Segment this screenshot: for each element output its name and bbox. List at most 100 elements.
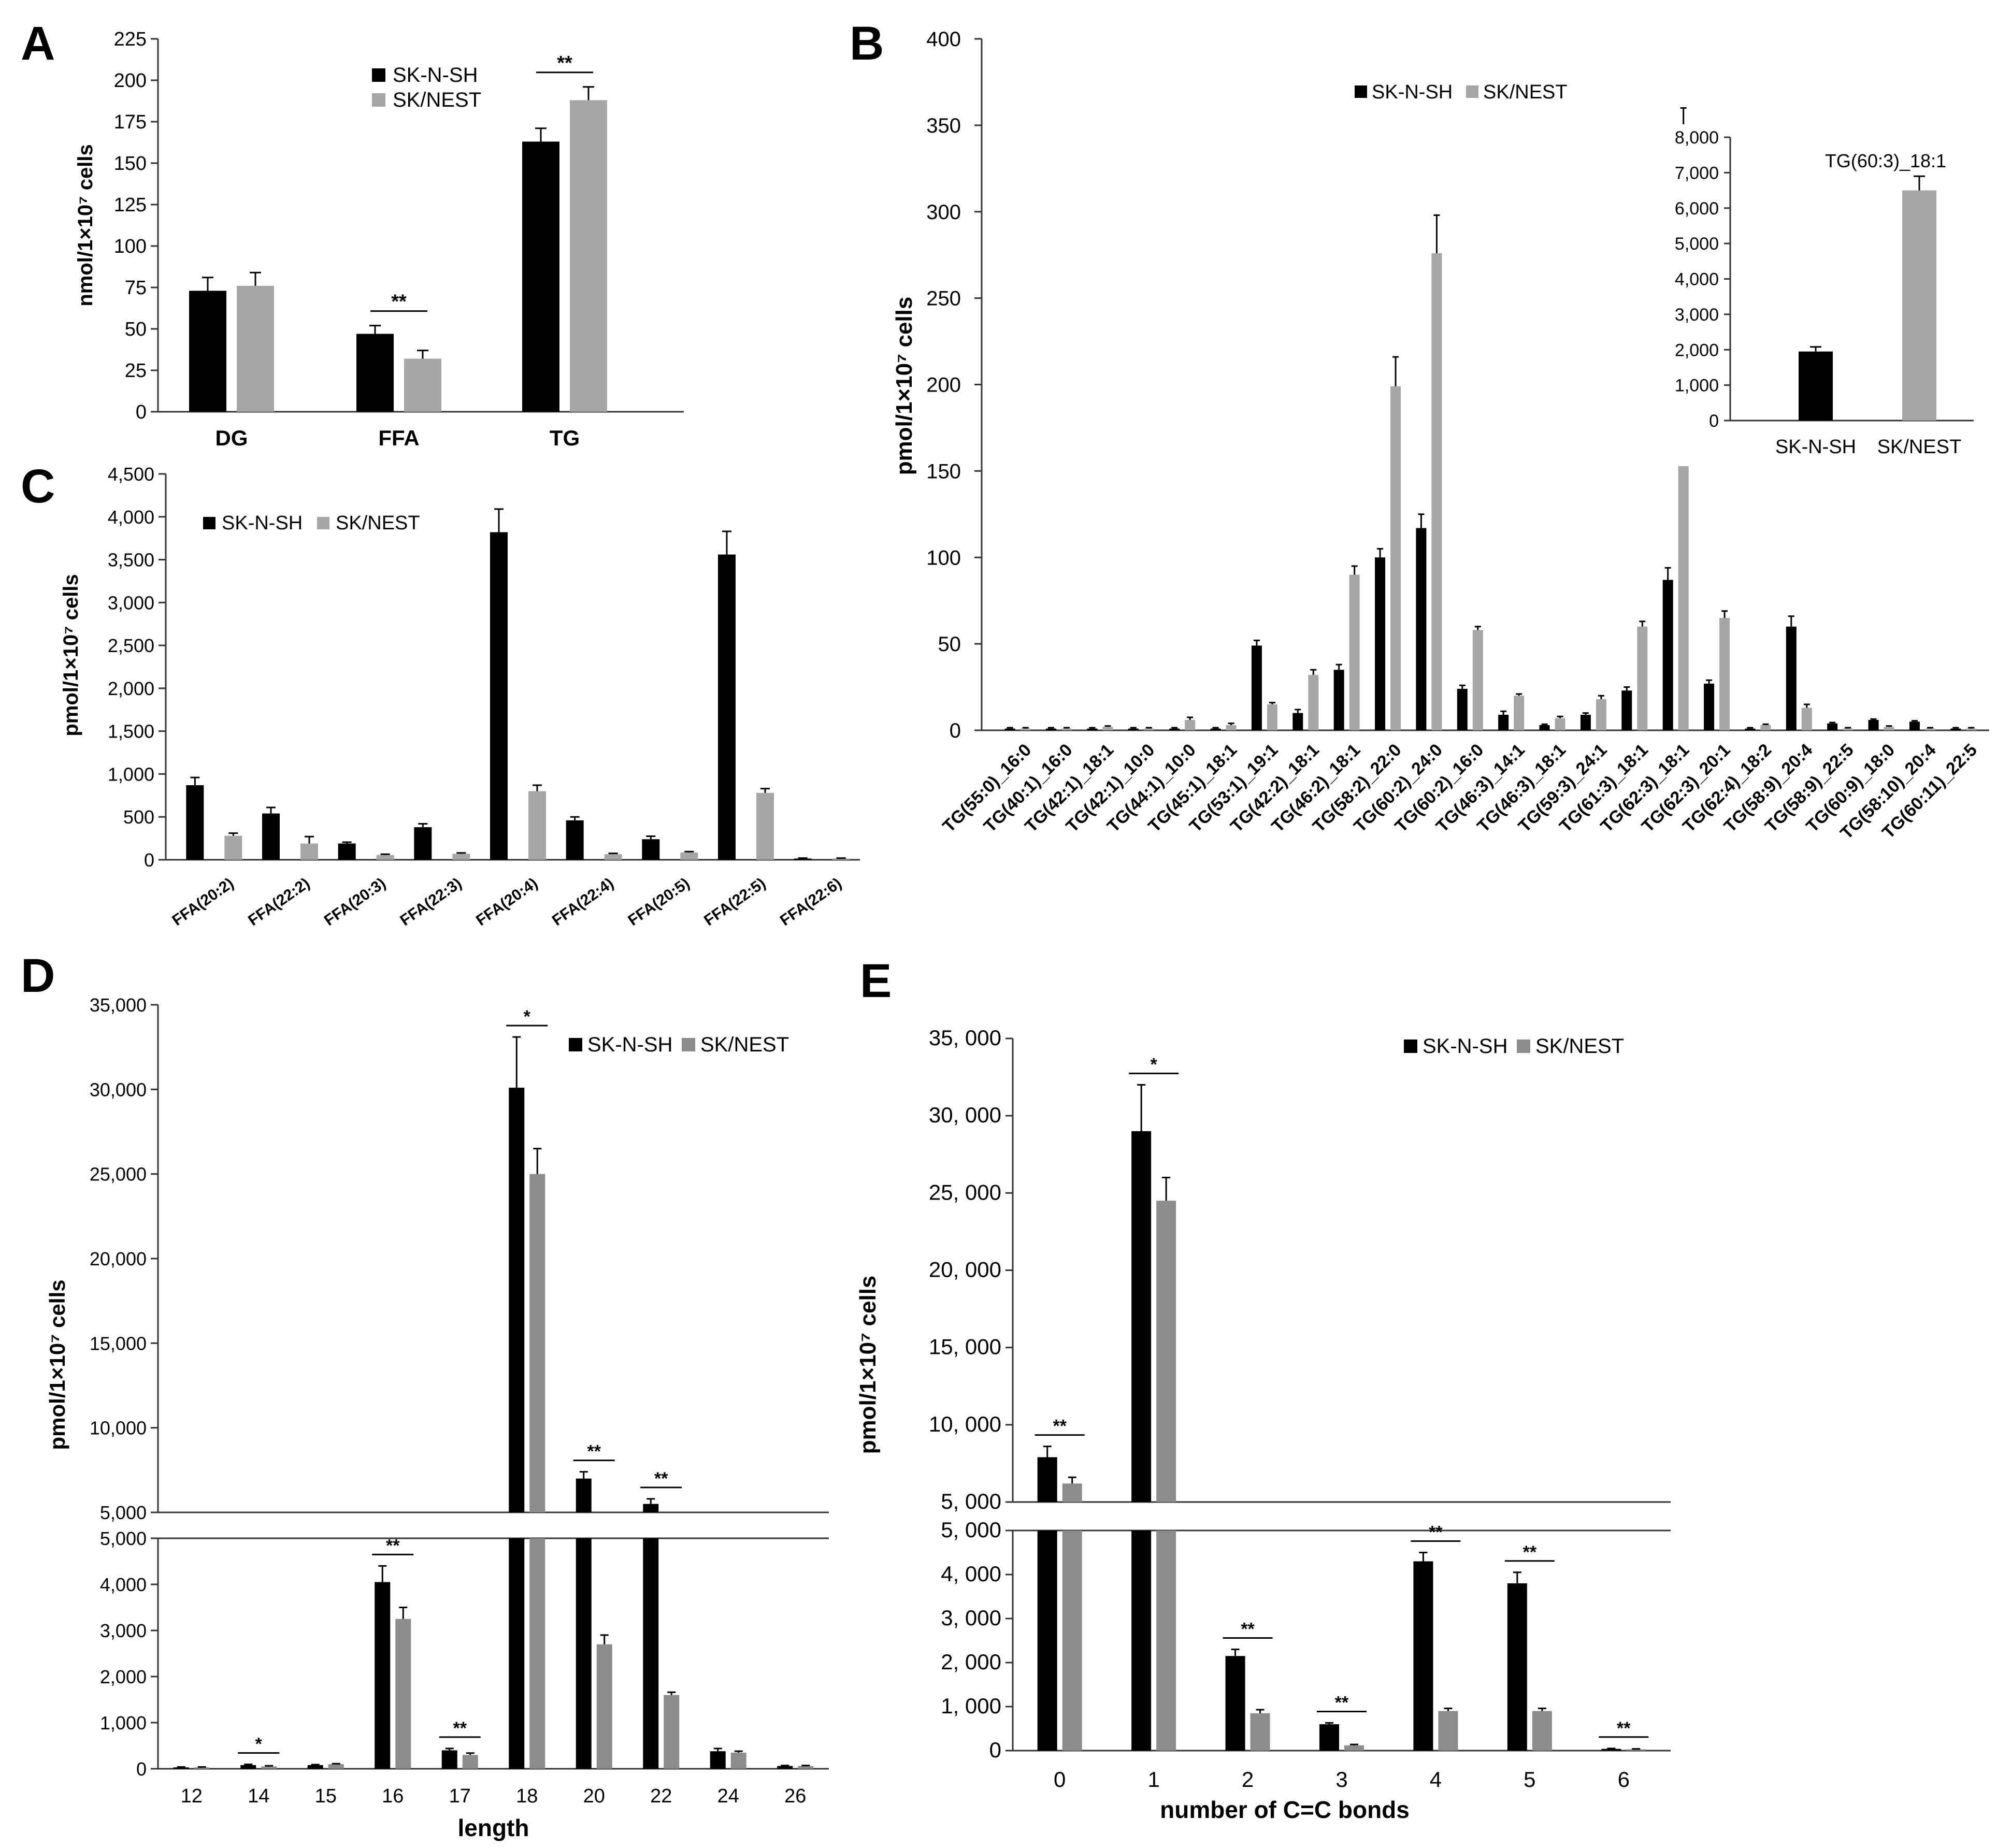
bar-sk-n-sh [189, 291, 226, 412]
x-tick-label: 6 [1618, 1767, 1630, 1792]
x-tick-label: 14 [248, 1785, 269, 1807]
bar-sk-nest [680, 852, 698, 860]
y-axis-label: pmol/1×10⁷ cells [60, 574, 82, 736]
y-axis-label: pmol/1×10⁷ cells [45, 1279, 69, 1450]
bar-sk-n-sh [414, 827, 432, 860]
bar-sk-n-sh [490, 532, 508, 860]
x-tick-label: FFA(22:3) [397, 875, 465, 929]
y-tick-label: 0 [1709, 411, 1719, 431]
legend-swatch-sk-n-sh [1355, 85, 1367, 98]
legend-label-sk-n-sh: SK-N-SH [587, 1033, 672, 1056]
bar-sk-nest [570, 100, 607, 412]
y-axis-label: nmol/1×10⁷ cells [74, 144, 97, 306]
y-tick-label: 5,000 [1675, 234, 1719, 254]
y-tick-label: 0 [144, 849, 154, 871]
bar-sk-n-sh [1375, 557, 1386, 730]
x-tick-label: 0 [1054, 1767, 1066, 1792]
y-tick-label: 15,000 [90, 1333, 147, 1354]
x-tick-label: 22 [650, 1785, 672, 1807]
significance-label: ** [1617, 1719, 1631, 1738]
x-tick-label: FFA(20:3) [321, 875, 389, 929]
bar-sk-nest [1143, 728, 1154, 730]
bar-sk-n-sh [1131, 1531, 1152, 1751]
legend-swatch-sk-nest [1517, 1040, 1530, 1053]
y-tick-label: 6,000 [1675, 199, 1719, 219]
y-tick-label: 15, 000 [929, 1335, 1001, 1359]
bar-sk-nest [1902, 190, 1936, 421]
y-tick-label: 30, 000 [929, 1103, 1001, 1127]
bar-sk-n-sh-upper [576, 1478, 592, 1512]
bar-sk-n-sh [566, 820, 584, 860]
bar-sk-n-sh [1745, 728, 1756, 730]
y-tick-label: 20,000 [90, 1248, 147, 1269]
y-tick-label: 2, 000 [941, 1650, 1001, 1674]
legend-swatch-sk-n-sh [203, 517, 215, 529]
y-tick-label: 225 [114, 28, 147, 50]
y-tick-label: 125 [114, 194, 147, 216]
bar-sk-n-sh-upper [643, 1504, 659, 1512]
bar-sk-n-sh [1799, 351, 1833, 421]
bar-sk-n-sh [441, 1750, 457, 1769]
y-tick-label: 10, 000 [929, 1412, 1001, 1436]
y-tick-label: 8,000 [1675, 128, 1719, 148]
bar-sk-n-sh [1319, 1724, 1339, 1751]
x-tick-label: 5 [1524, 1767, 1535, 1792]
bar-sk-n-sh [1292, 713, 1303, 730]
x-tick-label: 24 [717, 1785, 739, 1807]
bar-sk-nest [1061, 728, 1072, 730]
bar-sk-nest [1596, 699, 1606, 730]
bar-sk-nest [1267, 704, 1277, 730]
panel-label: D [21, 949, 55, 1002]
y-tick-label: 200 [114, 70, 147, 92]
significance-label: ** [1429, 1523, 1443, 1542]
bar-sk-n-sh [1457, 688, 1468, 730]
significance-label: ** [1053, 1417, 1067, 1436]
bar-sk-nest [328, 1764, 344, 1769]
panel-label: B [850, 17, 884, 70]
y-tick-label: 0 [136, 1758, 147, 1780]
bar-sk-n-sh [1333, 670, 1344, 730]
y-tick-label: 35,000 [90, 994, 147, 1016]
bar-sk-n-sh [240, 1765, 256, 1769]
y-tick-label: 4,000 [108, 507, 154, 528]
bar-sk-n-sh [1601, 1749, 1621, 1751]
bar-sk-nest [1250, 1713, 1270, 1751]
legend-swatch-sk-n-sh [372, 68, 385, 82]
bar-sk-nest [300, 843, 318, 860]
y-tick-label: 250 [926, 287, 961, 310]
x-tick-label: 15 [315, 1785, 337, 1807]
legend-label-sk-n-sh: SK-N-SH [222, 512, 303, 534]
bar-sk-n-sh [1210, 728, 1221, 730]
y-tick-label: 75 [125, 277, 147, 299]
significance-label: * [255, 1735, 263, 1754]
significance-label: ** [1523, 1542, 1537, 1562]
inset-title: TG(60:3)_18:1 [1825, 150, 1946, 171]
x-tick-label: 20 [583, 1785, 605, 1807]
bar-sk-nest [1532, 1711, 1552, 1751]
bar-sk-nest [756, 792, 774, 860]
bar-sk-nest [1472, 630, 1483, 730]
bar-sk-n-sh [1507, 1583, 1527, 1751]
bar-sk-nest [1719, 618, 1730, 730]
bar-sk-nest [1020, 728, 1031, 730]
x-tick-label: 26 [784, 1785, 806, 1807]
bar-sk-nest [1156, 1531, 1176, 1751]
panel-label: C [21, 460, 55, 513]
bar-sk-n-sh [356, 334, 394, 412]
x-tick-label: 12 [181, 1785, 203, 1807]
y-tick-label: 5, 000 [941, 1518, 1001, 1542]
bar-sk-n-sh [794, 858, 812, 860]
bar-sk-n-sh [642, 839, 660, 860]
significance-label: ** [453, 1719, 467, 1738]
bar-sk-n-sh [576, 1538, 592, 1769]
y-tick-label: 2,500 [108, 635, 154, 656]
x-tick-label: 2 [1242, 1767, 1254, 1792]
bar-sk-n-sh [1251, 645, 1262, 730]
bar-sk-n-sh [1498, 714, 1509, 730]
legend-swatch-sk-nest [1466, 85, 1478, 98]
bar-sk-nest [664, 1695, 680, 1769]
y-tick-label: 2,000 [100, 1666, 147, 1687]
significance-label: ** [587, 1442, 601, 1462]
bar-sk-nest [798, 1766, 814, 1769]
